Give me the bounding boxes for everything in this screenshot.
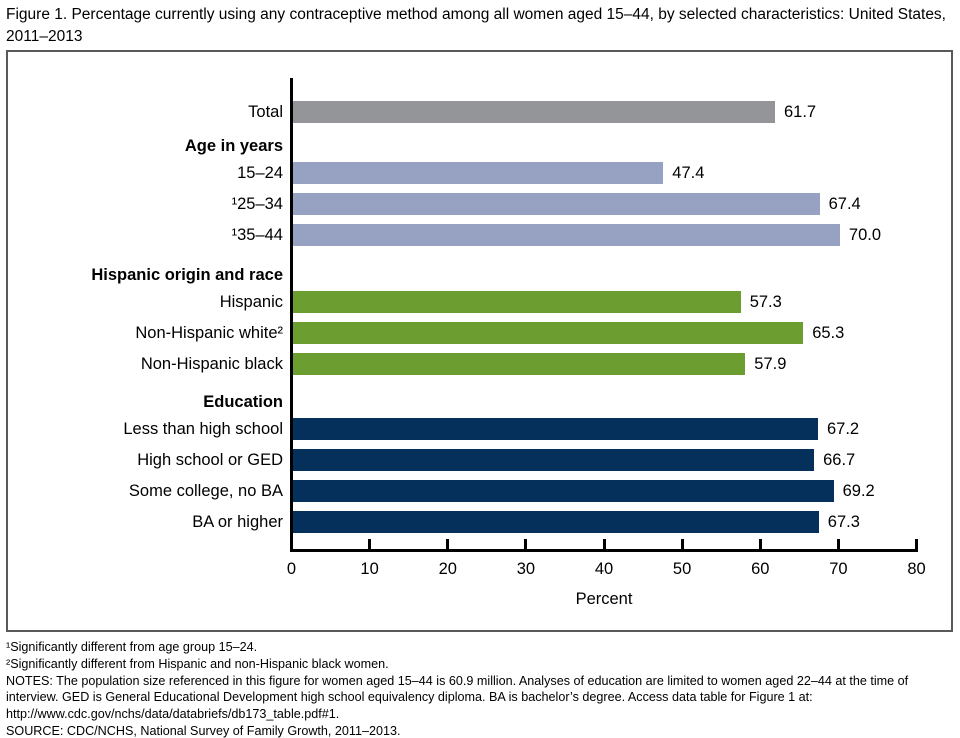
- footnotes: ¹Significantly different from age group …: [6, 639, 956, 738]
- bar-track: 57.9: [293, 352, 951, 375]
- category-label: 15–24: [237, 163, 283, 182]
- category-label: Some college, no BA: [128, 481, 283, 500]
- bar-value-label: 61.7: [784, 102, 817, 121]
- chart-group: Education Less than high school 67.2 High s…: [8, 391, 951, 537]
- x-axis-tick-label: 30: [516, 560, 536, 578]
- category-label: Total: [248, 102, 283, 121]
- bar-value-label: 69.2: [842, 481, 875, 500]
- x-axis-tick-mark: [915, 539, 918, 549]
- bar: [293, 290, 741, 313]
- chart-bar-row: ¹35–44 70.0: [8, 219, 951, 250]
- group-header-label: Hispanic origin and race: [91, 266, 283, 284]
- figure-title: Figure 1. Percentage currently using any…: [6, 6, 946, 45]
- bar: [293, 510, 819, 533]
- bar-value-label: 65.3: [812, 323, 845, 342]
- x-axis-tick-mark: [524, 539, 528, 549]
- bar-value-label: 57.3: [749, 292, 782, 311]
- chart-bar-row: Total 61.7: [8, 96, 951, 127]
- bar-track: 47.4: [293, 161, 951, 184]
- group-header-row: Education: [8, 391, 951, 413]
- chart-bar-row: ¹25–34 67.4: [8, 188, 951, 219]
- bar-value-label: 67.4: [828, 194, 861, 213]
- x-axis-tick-mark: [290, 539, 293, 549]
- x-axis-tick-label: 60: [751, 560, 770, 578]
- bar-value-label: 57.9: [754, 354, 787, 373]
- bar-value-label: 70.0: [848, 225, 882, 244]
- y-axis-line: [290, 78, 293, 552]
- footnote-2: ²Significantly different from Hispanic a…: [6, 656, 389, 671]
- x-axis-tick-label: 80: [907, 560, 926, 578]
- x-axis-tick-label: 10: [360, 560, 379, 578]
- bar-track: 57.3: [293, 290, 951, 313]
- chart-container: Total 61.7 Age in years 15–24 47.4 ¹25–34 67.4…: [6, 50, 953, 632]
- x-axis-tick-label: 70: [829, 560, 848, 578]
- footnote-notes: NOTES: The population size referenced in…: [6, 673, 909, 722]
- x-axis-title: Percent: [575, 590, 633, 608]
- footnote-source: SOURCE: CDC/NCHS, National Survey of Fam…: [6, 723, 401, 738]
- chart-bar-row: Hispanic 57.3: [8, 286, 951, 317]
- bar-track: 67.4: [293, 192, 951, 215]
- bar: [293, 161, 664, 184]
- x-axis-tick-mark: [758, 539, 762, 549]
- x-axis-tick-label: 0: [286, 560, 297, 578]
- x-axis-tick-label: 40: [594, 560, 614, 578]
- bar-track: 61.7: [293, 100, 951, 123]
- x-axis-tick-label: 20: [438, 560, 457, 578]
- category-label: Less than high school: [123, 419, 283, 438]
- x-axis-tick-mark: [836, 539, 840, 549]
- category-label: Non-Hispanic white²: [135, 323, 283, 342]
- category-label: ¹25–34: [231, 194, 283, 213]
- chart-rows: Total 61.7 Age in years 15–24 47.4 ¹25–34 67.4…: [8, 96, 951, 537]
- bar: [293, 417, 818, 440]
- chart-bar-row: Non-Hispanic white² 65.3: [8, 317, 951, 348]
- bar: [293, 100, 775, 123]
- chart-bar-row: High school or GED 66.7: [8, 444, 951, 475]
- bar-track: 67.2: [293, 417, 951, 440]
- chart-bar-row: Some college, no BA 69.2: [8, 475, 951, 506]
- category-label: High school or GED: [137, 450, 283, 469]
- bar: [293, 321, 804, 344]
- footnote-1: ¹Significantly different from age group …: [6, 640, 258, 654]
- x-axis-tick-mark: [602, 539, 606, 549]
- category-label: Hispanic: [219, 292, 283, 311]
- bar-value-label: 67.3: [827, 512, 860, 531]
- chart-group: Total 61.7: [8, 96, 951, 127]
- bar: [293, 352, 746, 375]
- bar-track: 66.7: [293, 448, 951, 471]
- x-axis-tick-mark: [368, 539, 372, 549]
- chart-bar-row: Less than high school 67.2: [8, 413, 951, 444]
- bar: [293, 192, 820, 215]
- group-header-label: Age in years: [184, 137, 283, 155]
- chart-bar-row: 15–24 47.4: [8, 157, 951, 188]
- bar: [293, 448, 815, 471]
- x-axis-tick-mark: [680, 539, 684, 549]
- category-label: BA or higher: [192, 512, 283, 531]
- bar: [293, 479, 834, 502]
- bar-track: 65.3: [293, 321, 951, 344]
- bar-value-label: 47.4: [672, 163, 705, 182]
- group-header-label: Education: [203, 393, 283, 411]
- bar-track: 67.3: [293, 510, 951, 533]
- x-axis-tick-mark: [446, 539, 450, 549]
- bar-value-label: 66.7: [823, 450, 856, 469]
- x-axis-tick-label: 50: [672, 560, 692, 578]
- category-label: ¹35–44: [231, 225, 283, 244]
- chart-bar-row: BA or higher 67.3: [8, 506, 951, 537]
- chart-group: Age in years 15–24 47.4 ¹25–34 67.4 ¹35–44 70.…: [8, 135, 951, 250]
- chart-group: Hispanic origin and race Hispanic 57.3 Non-…: [8, 264, 951, 379]
- category-label: Non-Hispanic black: [140, 354, 283, 373]
- bar-value-label: 67.2: [827, 419, 860, 438]
- bar-track: 69.2: [293, 479, 951, 502]
- bar: [293, 223, 840, 246]
- bar-track: 70.0: [293, 223, 951, 246]
- group-header-row: Age in years: [8, 135, 951, 157]
- chart-bar-row: Non-Hispanic black 57.9: [8, 348, 951, 379]
- group-header-row: Hispanic origin and race: [8, 264, 951, 286]
- x-axis-line: [290, 549, 918, 552]
